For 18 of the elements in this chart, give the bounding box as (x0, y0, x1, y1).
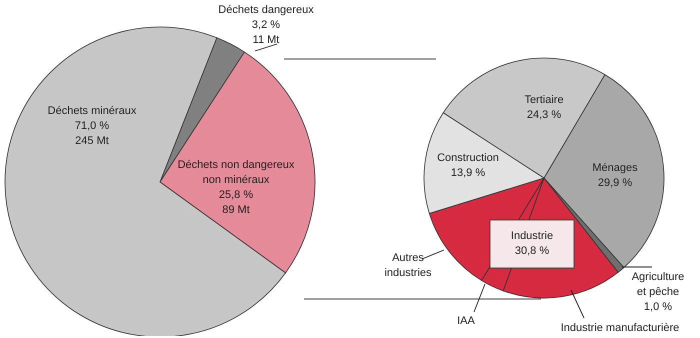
slice-label: Tertiaire (524, 94, 564, 106)
slice-label: Ménages (592, 162, 638, 174)
data-label: 3,2 % 11 Mt (252, 19, 280, 46)
slice-label: IAA (457, 315, 476, 327)
data-label: 1,0 % (644, 301, 672, 313)
slice-label: Déchets dangereux (218, 4, 314, 16)
slice-label: Déchets non dangereux non minéraux (178, 159, 295, 186)
slice-label: Déchets minéraux (48, 105, 137, 117)
data-label: 71,0 % 245 Mt (74, 120, 110, 147)
slice-label: Construction (437, 152, 499, 164)
text: Industrie 30,8 % (510, 230, 554, 257)
data-label: 13,9 % (450, 167, 486, 179)
slice-label: Autres industries (384, 252, 432, 279)
slice-label: Agriculture et pêche (632, 271, 684, 298)
data-label: 24,3 % (526, 109, 562, 121)
data-label: 25,8 % 89 Mt (218, 189, 254, 216)
slice-label: Industrie manufacturière (560, 322, 680, 334)
data-label: 29,9 % (598, 177, 632, 189)
